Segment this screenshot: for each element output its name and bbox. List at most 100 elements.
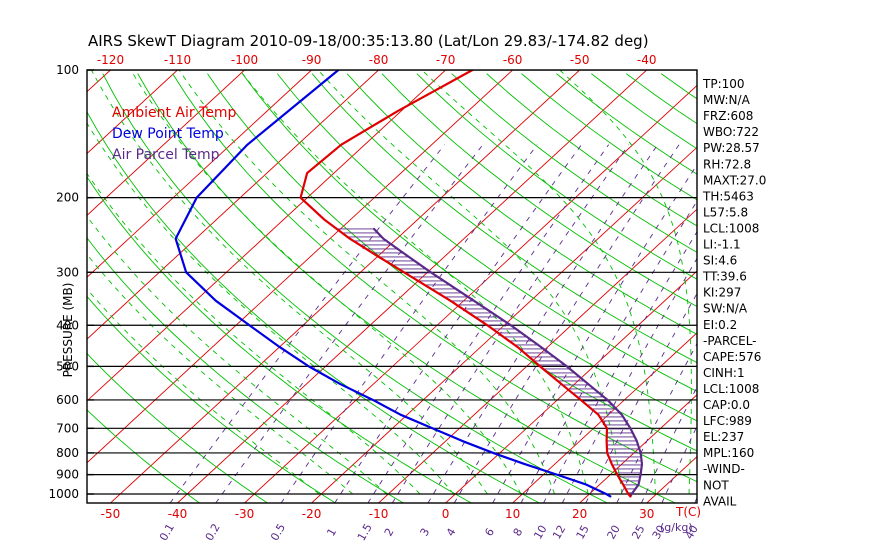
parameter-line: LFC:989: [703, 414, 752, 428]
dry-adiabat-line: [172, 73, 697, 483]
isotherm-line: [311, 146, 697, 503]
top-temp-tick-label: -50: [570, 53, 590, 67]
parameter-line: MAXT:27.0: [703, 173, 766, 187]
isotherm-line: [512, 332, 697, 503]
parameter-panel: TP:100 MW:N/A FRZ:608 WBO:722 PW:28.57 RH:72.…: [702, 77, 766, 508]
air-parcel-temp-curve: [372, 227, 644, 498]
bottom-temp-tick-label: -10: [369, 507, 389, 521]
y-axis-label: PRESSURE (MB): [61, 283, 75, 378]
dry-adiabat-line: [556, 73, 697, 175]
legend-item-2: Air Parcel Temp: [112, 147, 220, 163]
parameter-line: SI:4.6: [703, 254, 737, 268]
saturated-adiabat-line: [178, 70, 556, 495]
parameter-line: -PARCEL-: [703, 334, 757, 348]
mixing-ratio-tick-label: 1.5: [355, 521, 375, 543]
parameter-line: LCL:1008: [703, 221, 759, 235]
bottom-temp-tick-label: -40: [168, 507, 188, 521]
dry-adiabat-line: [451, 73, 697, 253]
isotherm-line: [87, 70, 312, 278]
parameter-line: -WIND-: [703, 462, 745, 476]
dry-adiabat-line: [87, 409, 200, 503]
isotherm-line: [579, 394, 697, 503]
mixing-ratio-tick-label: 0.5: [268, 521, 288, 543]
saturated-adiabat-line: [421, 70, 656, 495]
dry-adiabat-line: [87, 295, 336, 503]
isotherm-line: [87, 70, 446, 402]
parameter-line: PW:28.57: [703, 141, 760, 155]
bottom-temp-tick-label: 10: [505, 507, 520, 521]
dry-adiabat-line: [311, 73, 697, 364]
isotherm-line: [0, 70, 43, 503]
mixing-ratio-tick-label: 30: [650, 523, 668, 542]
top-temp-tick-label: -70: [436, 53, 456, 67]
pressure-tick-label: 500: [56, 359, 79, 373]
mixing-ratio-tick-label: 10: [531, 523, 549, 542]
dew-point-temp-curve: [174, 70, 612, 498]
mixing-ratio-tick-label: 15: [574, 523, 592, 542]
top-temp-tick-label: -100: [231, 53, 258, 67]
parameter-line: FRZ:608: [703, 109, 753, 123]
dry-adiabat-line: [660, 73, 697, 100]
mixing-ratio-lines: [169, 144, 697, 503]
isotherm-line: [87, 70, 245, 216]
dry-adiabat-line: [486, 73, 697, 227]
parameter-line: TP:100: [702, 77, 745, 91]
saturated-adiabat-line: [87, 215, 387, 495]
bottom-temp-tick-label: -20: [302, 507, 322, 521]
dry-adiabat-line: [346, 73, 697, 335]
top-temp-tick-label: -110: [164, 53, 191, 67]
top-temp-tick-label: -40: [637, 53, 657, 67]
legend-item-1: Dew Point Temp: [112, 126, 224, 142]
dry-adiabat-line: [87, 352, 268, 503]
ambient-air-temp-curve: [299, 70, 632, 498]
parameter-line: KI:297: [703, 286, 741, 300]
dry-adiabat-line: [207, 73, 697, 452]
parameter-line: EL:237: [703, 430, 744, 444]
pressure-tick-label: 400: [56, 318, 79, 332]
mixing-ratio-tick-label: 2: [382, 526, 397, 539]
parameter-line: NOT: [703, 478, 729, 492]
parameter-line: MW:N/A: [703, 93, 751, 107]
saturated-adiabat-line: [90, 70, 488, 495]
parameter-line: TT:39.6: [702, 270, 747, 284]
parameter-line: LCL:1008: [703, 382, 759, 396]
saturated-adiabat-line: [87, 172, 421, 495]
parameter-line: AVAIL: [703, 494, 737, 508]
isotherm-line: [87, 70, 379, 340]
parameter-line: SW:N/A: [703, 302, 748, 316]
mixing-ratio-tick-label: 0.2: [203, 521, 223, 543]
bottom-temp-tick-label: 0: [442, 507, 450, 521]
mixing-ratio-tick-label: 4: [444, 526, 459, 539]
isotherm-line: [177, 70, 648, 503]
bottom-temp-tick-label: -30: [235, 507, 255, 521]
parameter-line: RH:72.8: [703, 157, 751, 171]
legend: Ambient Air Temp Dew Point Temp Air Parcel…: [112, 105, 237, 163]
bottom-temp-tick-label: 20: [572, 507, 587, 521]
dry-adiabat-line: [137, 73, 676, 503]
parameter-line: CINH:1: [703, 366, 745, 380]
bottom-temp-tick-label: -50: [101, 507, 121, 521]
x-axis-label-temp: T(C): [675, 505, 701, 519]
pressure-tick-label: 600: [56, 393, 79, 407]
pressure-tick-label: 700: [56, 421, 79, 435]
saturated-adiabat-line: [130, 70, 522, 495]
bottom-temp-tick-label: 30: [639, 507, 654, 521]
saturated-adiabat-line: [317, 70, 623, 495]
page-title: AIRS SkewT Diagram 2010-09-18/00:35:13.8…: [88, 32, 649, 50]
pressure-tick-label: 900: [56, 468, 79, 482]
parameter-line: CAP:0.0: [703, 398, 750, 412]
mixing-ratio-tick-label: 8: [511, 526, 526, 539]
dry-adiabat-line: [381, 73, 697, 308]
parameter-line: MPL:160: [703, 446, 754, 460]
pressure-tick-label: 800: [56, 446, 79, 460]
pressure-tick-label: 300: [56, 265, 79, 279]
top-temperature-ticks: -120 -110 -100 -90 -80 -70 -60 -50 -40: [97, 53, 657, 67]
dry-adiabat-line: [801, 74, 870, 227]
pressure-tick-label: 100: [56, 63, 79, 77]
parameter-line: WBO:722: [703, 125, 759, 139]
mixing-ratio-tick-label: 40: [683, 523, 701, 542]
saturated-adiabat-line: [87, 122, 454, 495]
mixing-ratio-tick-label: 6: [482, 526, 497, 539]
